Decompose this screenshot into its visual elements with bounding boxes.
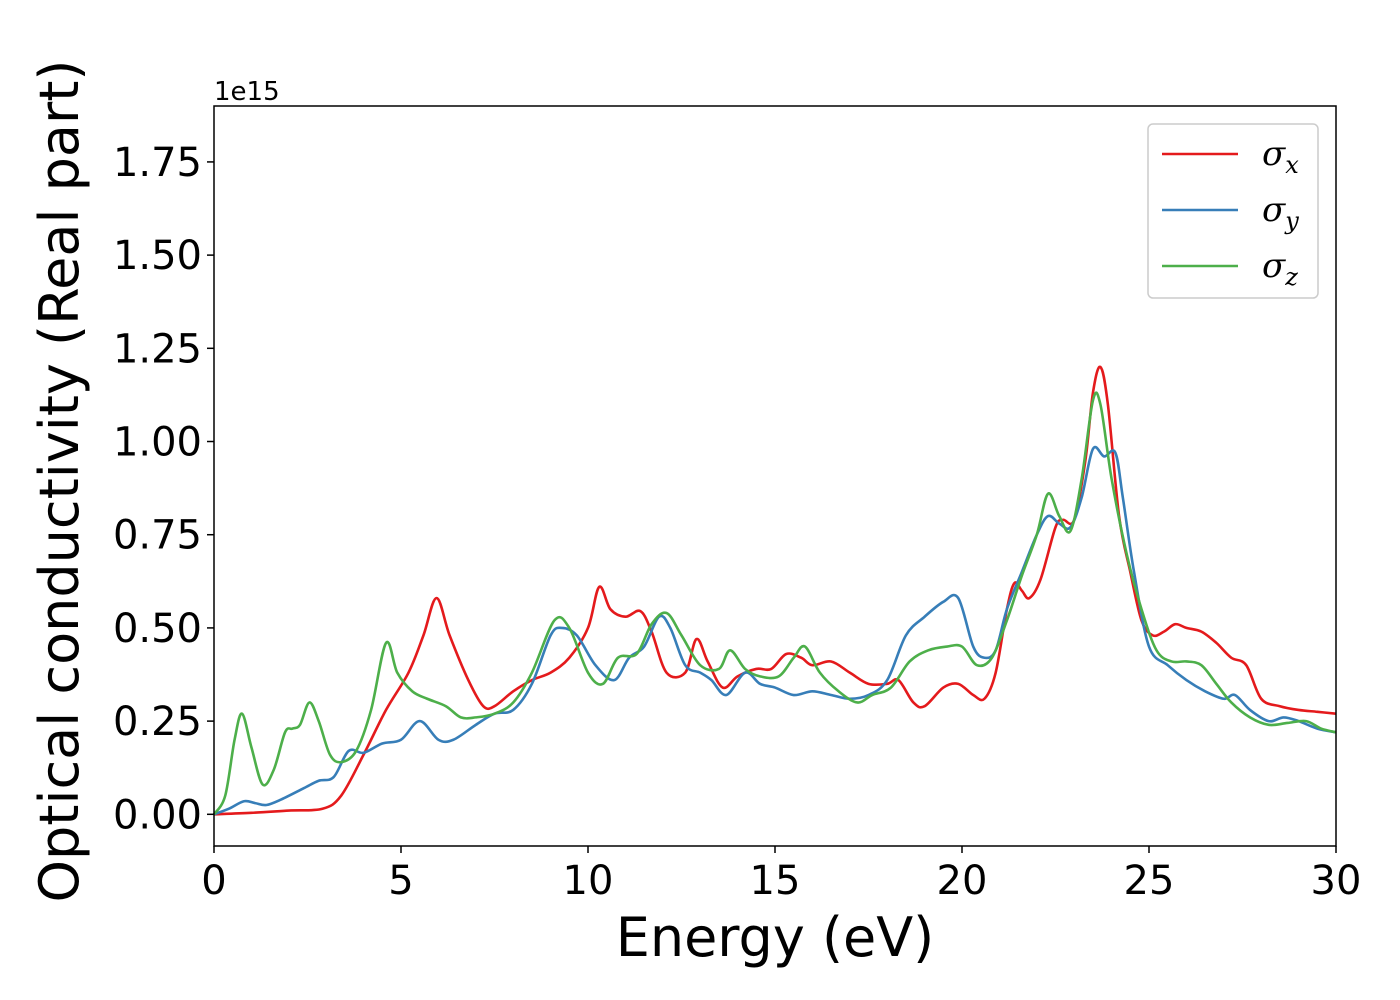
- ticks-layer: 0 5 10 15 20 25 30 0.00 0.25 0.50 0.75 1.00 1.25 1.50…: [113, 140, 1362, 904]
- x-tick-label: 20: [937, 858, 988, 904]
- x-tick-label: 15: [750, 858, 801, 904]
- x-tick-label: 5: [388, 858, 413, 904]
- x-axis-title: Energy (eV): [616, 906, 935, 969]
- y-axis-title: Optical conductivity (Real part): [28, 60, 91, 903]
- legend: σx σy σz: [1147, 123, 1319, 299]
- y-tick-label: 1.25: [113, 326, 202, 372]
- x-tick-label: 10: [563, 858, 614, 904]
- x-tick-label: 0: [201, 858, 226, 904]
- legend-label-y: σy: [1262, 190, 1299, 235]
- y-tick-label: 0.75: [113, 513, 202, 559]
- y-tick-label: 0.50: [113, 606, 202, 652]
- series-line-x: [213, 365, 1337, 816]
- series-line-y: [213, 445, 1337, 816]
- y-tick-label: 1.50: [113, 233, 202, 279]
- x-tick-label: 30: [1311, 858, 1362, 904]
- series-line-z: [212, 391, 1337, 816]
- y-tick-label: 0.25: [113, 699, 202, 745]
- y-tick-label: 1.00: [113, 420, 202, 466]
- legend-label-z: σz: [1262, 246, 1298, 291]
- y-tick-label: 0.00: [113, 792, 202, 838]
- x-tick-label: 25: [1124, 858, 1175, 904]
- y-offset-label: 1e15: [214, 77, 280, 107]
- y-tick-label: 1.75: [113, 140, 202, 186]
- legend-label-x: σx: [1262, 134, 1299, 179]
- series-layer: [212, 365, 1337, 816]
